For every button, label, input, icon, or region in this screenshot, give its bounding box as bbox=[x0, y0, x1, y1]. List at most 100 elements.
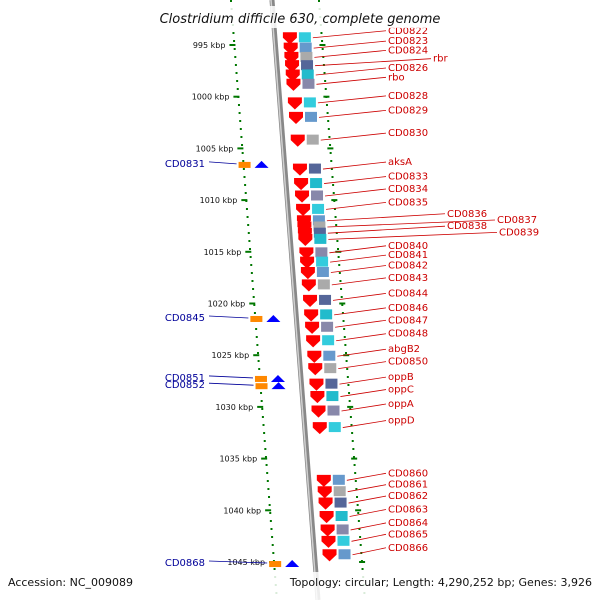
scale-dot bbox=[230, 0, 232, 2]
gene-label-forward: CD0840 bbox=[388, 241, 428, 252]
scale-dot bbox=[359, 544, 362, 546]
gene-arrow-forward bbox=[311, 405, 326, 418]
scale-dot bbox=[361, 568, 364, 570]
scale-dot bbox=[250, 272, 253, 274]
gene-label-connector bbox=[208, 161, 237, 165]
gene-cog-box bbox=[338, 549, 351, 560]
gene-label-connector bbox=[350, 522, 387, 531]
gene-arrow-forward bbox=[321, 535, 336, 548]
scale-dot bbox=[349, 408, 352, 410]
scale-dot bbox=[322, 56, 325, 58]
scale-dot bbox=[244, 184, 247, 186]
scale-dot bbox=[237, 104, 240, 106]
gene-label-connector bbox=[329, 245, 387, 254]
gene-arrow-forward bbox=[282, 32, 297, 45]
scale-dot bbox=[271, 544, 274, 546]
gene-label-forward: oppB bbox=[388, 372, 414, 383]
scale-dot bbox=[255, 328, 258, 330]
gene-label-forward: rbr bbox=[433, 54, 448, 65]
gene-arrow-forward bbox=[300, 266, 315, 280]
gene-cog-box bbox=[335, 511, 348, 522]
scale-dot bbox=[241, 152, 244, 154]
gene-label-forward: CD0841 bbox=[388, 250, 428, 261]
genome-backbone-highlight bbox=[270, 0, 318, 600]
scale-dot bbox=[333, 208, 336, 210]
gene-label-forward: CD0865 bbox=[388, 529, 428, 540]
scale-dot bbox=[338, 272, 341, 274]
scale-dot bbox=[265, 464, 268, 466]
gene-cog-box bbox=[321, 321, 334, 332]
scale-dot bbox=[324, 88, 327, 90]
scale-dot bbox=[342, 320, 345, 322]
gene-cog-box bbox=[319, 294, 332, 305]
scale-dot bbox=[238, 112, 241, 114]
gene-cog-box bbox=[328, 422, 341, 433]
scale-dot bbox=[325, 104, 328, 106]
scale-dot bbox=[261, 416, 264, 418]
scale-dot bbox=[273, 568, 276, 570]
forward-strand-features bbox=[282, 32, 351, 562]
gene-arrow-forward bbox=[292, 163, 307, 176]
gene-cog-box bbox=[238, 161, 251, 168]
scale-dot bbox=[249, 256, 252, 258]
gene-label-forward: CD0861 bbox=[388, 480, 428, 491]
gene-arrow-forward bbox=[297, 221, 312, 234]
gene-label-connector bbox=[342, 420, 387, 428]
scale-dot bbox=[233, 40, 236, 42]
gene-label-forward: CD0829 bbox=[388, 105, 428, 116]
scale-dot bbox=[354, 472, 357, 474]
gene-label-connector bbox=[338, 361, 387, 370]
scale-dot bbox=[351, 440, 354, 442]
scale-dot bbox=[272, 552, 275, 554]
gene-arrow-forward bbox=[296, 203, 311, 217]
gene-arrow-forward bbox=[309, 378, 324, 391]
gene-label-connector bbox=[330, 265, 387, 273]
gene-label-connector bbox=[327, 219, 496, 228]
gene-arrow-forward bbox=[320, 524, 335, 537]
reverse-strand-features bbox=[238, 160, 300, 568]
gene-label-forward: CD0848 bbox=[388, 329, 428, 340]
scale-dot bbox=[236, 88, 239, 90]
scale-dot bbox=[253, 312, 256, 314]
scale-dot bbox=[336, 240, 339, 242]
gene-cog-box bbox=[306, 134, 319, 145]
scale-dot bbox=[348, 392, 351, 394]
gene-arrow-forward bbox=[299, 247, 314, 260]
gene-label-forward: CD0826 bbox=[388, 63, 428, 74]
gene-cog-box bbox=[325, 378, 338, 389]
scale-dot bbox=[343, 328, 346, 330]
gene-label-connector bbox=[326, 202, 387, 210]
scale-dot bbox=[255, 336, 258, 338]
scale-dot bbox=[239, 120, 242, 122]
scale-dot bbox=[234, 56, 237, 58]
gene-label-forward: CD0828 bbox=[388, 91, 428, 102]
gene-label-forward: CD0835 bbox=[388, 197, 428, 208]
gene-arrow-forward bbox=[297, 227, 312, 240]
scale-dot bbox=[266, 472, 269, 474]
gene-label-forward: CD0844 bbox=[388, 288, 428, 299]
scale-dot bbox=[324, 80, 327, 82]
gene-cog-box bbox=[315, 247, 328, 258]
scale-dot bbox=[347, 384, 350, 386]
scale-dot bbox=[332, 192, 335, 194]
gene-label-forward: CD0833 bbox=[388, 172, 428, 183]
scale-dot bbox=[264, 456, 267, 458]
gene-label-connector bbox=[314, 50, 387, 58]
scale-dot bbox=[318, 0, 320, 2]
scale-dot bbox=[269, 512, 272, 514]
scale-tick-label: 1035 kbp bbox=[219, 455, 257, 464]
scale-dot bbox=[263, 440, 266, 442]
scale-dot bbox=[243, 176, 246, 178]
gene-label-forward: CD0862 bbox=[388, 491, 428, 502]
scale-dot bbox=[257, 360, 260, 362]
gene-label-connector bbox=[330, 254, 387, 263]
scale-dot bbox=[356, 504, 359, 506]
gene-cog-box bbox=[337, 535, 350, 546]
gene-label-forward: CD0850 bbox=[388, 357, 428, 368]
scale-tick-label: 995 kbp bbox=[193, 41, 226, 50]
gene-label-connector bbox=[336, 333, 387, 342]
gene-arrow-forward bbox=[287, 97, 302, 110]
gene-label-connector bbox=[332, 293, 387, 301]
gene-arrow-forward bbox=[285, 60, 300, 73]
